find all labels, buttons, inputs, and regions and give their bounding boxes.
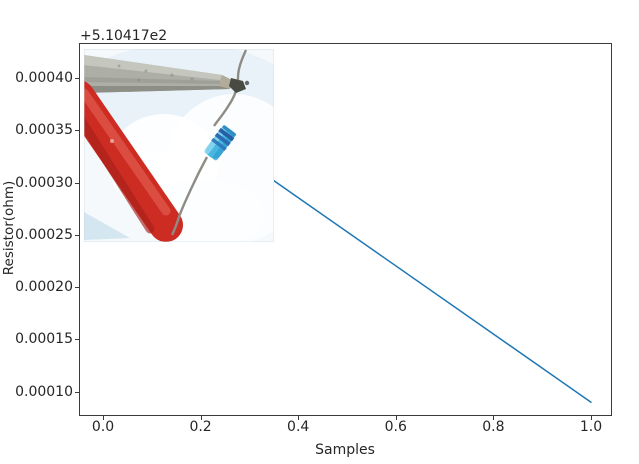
- x-tick-label: 0.8: [482, 419, 505, 435]
- red-probe-cable: [84, 81, 183, 242]
- inset-photo-resistor: [84, 49, 274, 242]
- y-tick-label: 0.00040: [15, 69, 73, 86]
- y-tick-mark: [75, 339, 79, 341]
- lead-wire-upper: [213, 49, 248, 127]
- x-tick-label: 1.0: [579, 419, 603, 435]
- x-axis-label: Samples: [315, 442, 375, 458]
- probe-rod: [84, 55, 234, 93]
- lead-wire-lower: [170, 156, 209, 236]
- y-tick-mark: [75, 234, 79, 236]
- x-tick-label: 0.6: [384, 419, 407, 435]
- plot-area: [79, 43, 612, 416]
- x-tick-mark: [590, 416, 592, 420]
- y-tick-label: 0.00020: [15, 279, 73, 296]
- y-tick-label: 0.00015: [15, 331, 73, 348]
- x-tick-label: 0.4: [287, 419, 310, 435]
- x-tick-label: 0.2: [189, 419, 212, 435]
- x-tick-mark: [200, 416, 202, 420]
- photo-edge: [84, 49, 274, 242]
- y-tick-mark: [75, 130, 79, 132]
- y-axis-offset-text: +5.10417e2: [80, 28, 168, 44]
- y-tick-label: 0.00030: [15, 174, 73, 191]
- y-tick-mark: [75, 287, 79, 289]
- y-tick-mark: [75, 77, 79, 79]
- y-tick-mark: [75, 182, 79, 184]
- y-tick-label: 0.00010: [15, 383, 73, 400]
- x-tick-mark: [493, 416, 495, 420]
- y-tick-label: 0.00025: [15, 226, 73, 243]
- photo-pale-wedge: [84, 212, 130, 240]
- plot-canvas: [84, 49, 592, 403]
- x-tick-mark: [395, 416, 397, 420]
- y-tick-label: 0.00035: [15, 122, 73, 139]
- y-tick-mark: [75, 391, 79, 393]
- resistor-body: [204, 125, 236, 161]
- x-tick-mark: [298, 416, 300, 420]
- clip-tip: [229, 78, 250, 93]
- x-tick-mark: [102, 416, 104, 420]
- x-tick-label: 0.0: [91, 419, 115, 435]
